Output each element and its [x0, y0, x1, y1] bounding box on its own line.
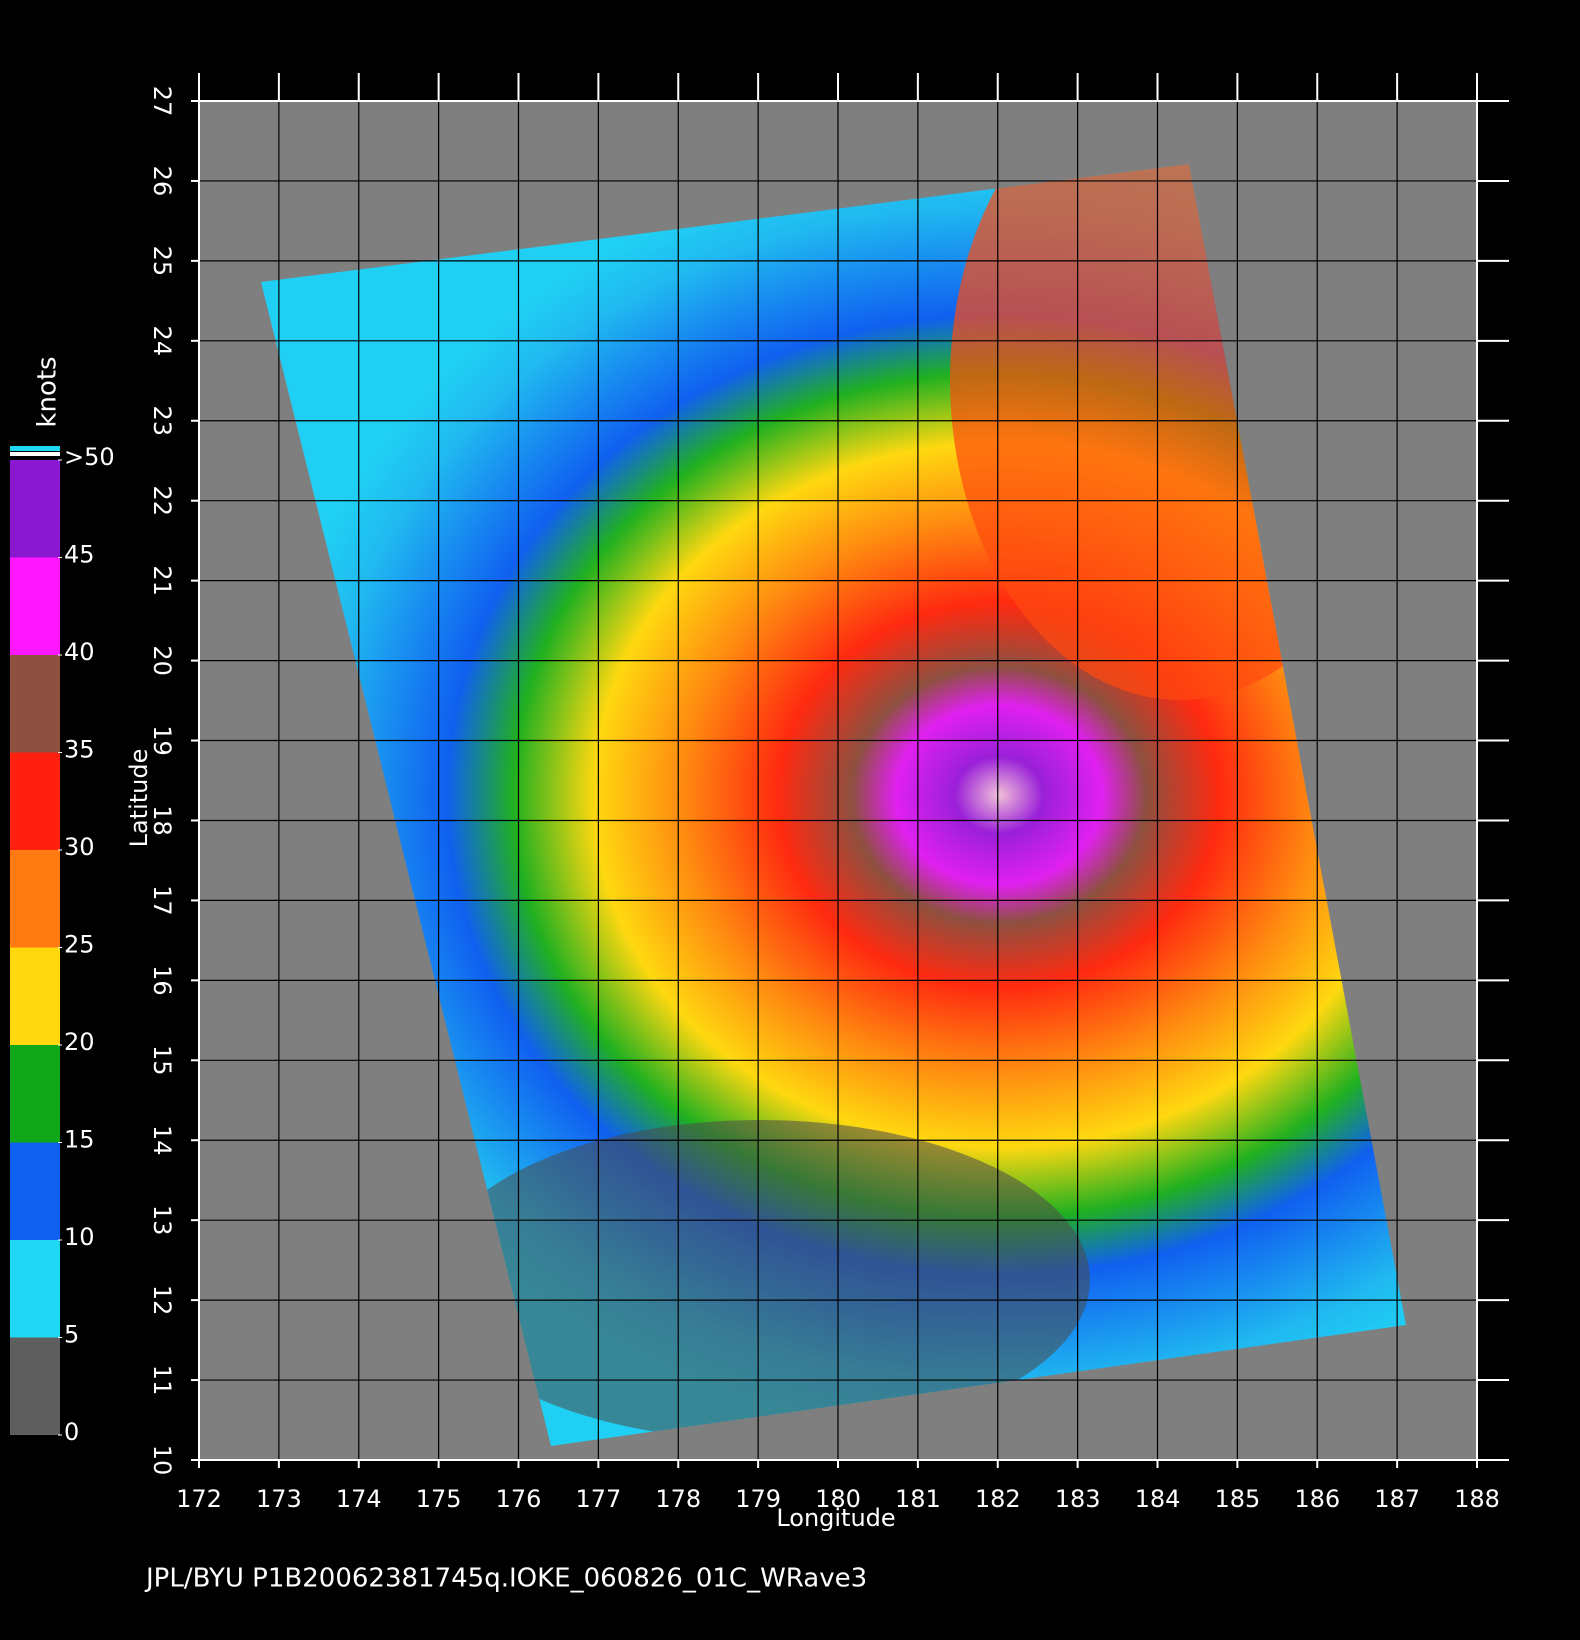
x-tick-label: 174 [336, 1485, 382, 1513]
colorbar-tick-label: 10 [64, 1223, 95, 1251]
y-tick-label: 22 [148, 485, 176, 516]
y-tick-label: 13 [148, 1205, 176, 1236]
colorbar-tick-label: 20 [64, 1028, 95, 1056]
x-tick-label: 179 [735, 1485, 781, 1513]
colorbar-segment [10, 557, 60, 655]
x-tick-label: 188 [1454, 1485, 1500, 1513]
y-tick-label: 10 [148, 1445, 176, 1476]
colorbar-tick-label: >50 [64, 443, 115, 471]
x-tick-label: 184 [1135, 1485, 1181, 1513]
y-tick-label: 16 [148, 965, 176, 996]
x-tick-label: 180 [815, 1485, 861, 1513]
x-tick-label: 187 [1374, 1485, 1420, 1513]
y-axis-label: Latitude [125, 749, 153, 848]
axes: 172 173 174 175 176 177 178 179 180 181 182 183 184 1… [10, 73, 1509, 1513]
x-tick-label: 178 [655, 1485, 701, 1513]
x-tick-label: 172 [176, 1485, 222, 1513]
y-tick-label: 19 [148, 725, 176, 756]
y-tick-label: 18 [148, 805, 176, 836]
colorbar-tick-label: 45 [64, 541, 95, 569]
y-tick-label: 25 [148, 246, 176, 277]
y-tick-label: 24 [148, 326, 176, 357]
colorbar-segment [10, 850, 60, 948]
y-tick-label: 23 [148, 405, 176, 436]
x-tick-label: 182 [975, 1485, 1021, 1513]
y-tick-label: 14 [148, 1125, 176, 1156]
colorbar-segment [10, 1240, 60, 1338]
y-tick-label: 27 [148, 86, 176, 117]
calm-area [430, 1120, 1090, 1440]
x-tick-label: 177 [575, 1485, 621, 1513]
x-tick-label: 186 [1294, 1485, 1340, 1513]
colorbar-tick-label: 35 [64, 736, 95, 764]
colorbar-segment [10, 460, 60, 558]
x-tick-label: 175 [416, 1485, 462, 1513]
colorbar-tick-label: 40 [64, 638, 95, 666]
y-tick-label: 17 [148, 885, 176, 916]
y-tick-label: 26 [148, 166, 176, 197]
x-tick-label: 176 [496, 1485, 542, 1513]
colorbar-tick-label: 0 [64, 1418, 79, 1446]
colorbar-tick-label: 30 [64, 833, 95, 861]
x-axis-label: Longitude [776, 1504, 895, 1532]
caption: JPL/BYU P1B20062381745q.IOKE_060826_01C_… [144, 1564, 867, 1594]
colorbar-tick-label: 25 [64, 931, 95, 959]
y-tick-label: 20 [148, 645, 176, 676]
colorbar-segment [10, 1045, 60, 1143]
colorbar-tick-label: 15 [64, 1126, 95, 1154]
x-tick-label: 181 [895, 1485, 941, 1513]
y-tick-label: 21 [148, 565, 176, 596]
colorbar-title: knots [33, 356, 63, 427]
y-tick-label: 15 [148, 1045, 176, 1076]
colorbar-cap [10, 452, 60, 456]
colorbar-segment [10, 752, 60, 850]
x-tick-label: 183 [1055, 1485, 1101, 1513]
x-tick-label: 185 [1214, 1485, 1260, 1513]
colorbar-cap [10, 446, 60, 451]
colorbar-tick-label: 5 [64, 1321, 79, 1349]
colorbar-segment [10, 947, 60, 1045]
y-tick-label: 11 [148, 1365, 176, 1396]
colorbar-segment [10, 655, 60, 753]
x-tick-label: 173 [256, 1485, 302, 1513]
colorbar-segment [10, 1337, 60, 1435]
y-tick-label: 12 [148, 1285, 176, 1316]
colorbar-segment [10, 1142, 60, 1240]
